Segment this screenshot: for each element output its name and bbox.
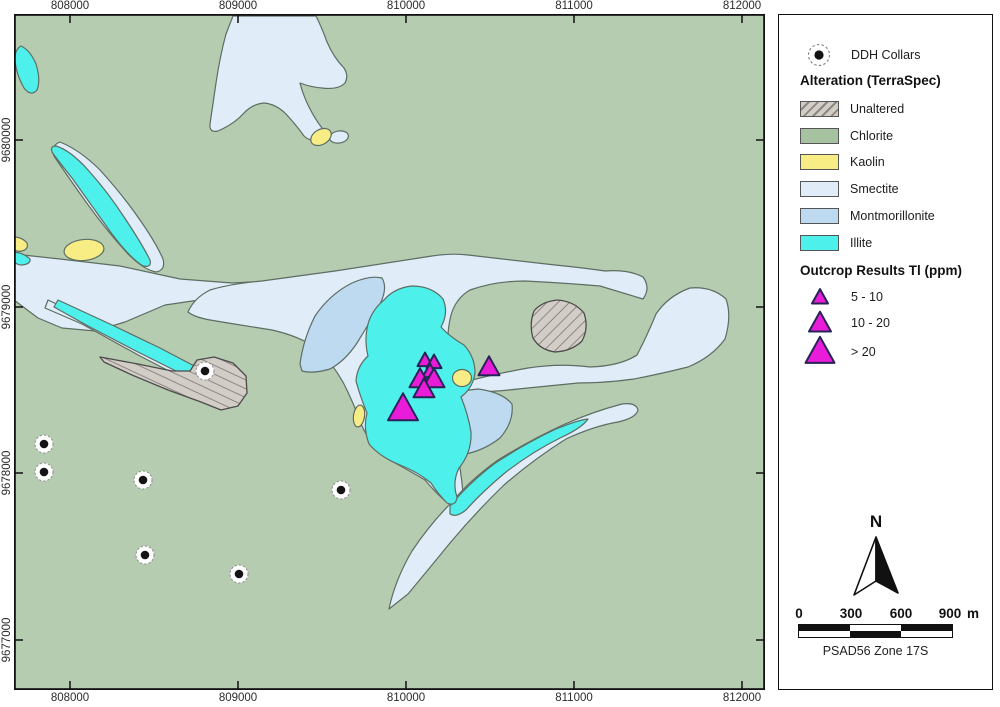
scalebar-segment bbox=[799, 625, 850, 631]
ddh-collar bbox=[133, 470, 153, 490]
projection-label: PSAD56 Zone 17S bbox=[822, 644, 929, 658]
x-axis-tick-label-top: 808000 bbox=[50, 0, 90, 12]
ddh-collar bbox=[195, 361, 215, 381]
map-frame bbox=[14, 14, 765, 690]
ddh-collar bbox=[135, 545, 155, 565]
scalebar-distance-label: 0 bbox=[795, 606, 803, 621]
north-arrow-icon bbox=[853, 536, 899, 596]
legend-panel: DDH Collars Alteration (TerraSpec) Unalt… bbox=[778, 14, 993, 690]
smectite-polygon bbox=[465, 287, 730, 393]
ddh-collar bbox=[229, 564, 249, 584]
legend-item-tl-medium: 10 - 20 bbox=[803, 306, 890, 340]
y-axis-tick-label: 9678000 bbox=[1, 450, 13, 496]
montmorillonite-label: Montmorillonite bbox=[850, 208, 935, 223]
kaolin-label: Kaolin bbox=[850, 155, 885, 170]
legend-item-illite: Illite bbox=[800, 234, 873, 251]
legend-item-smectite: Smectite bbox=[800, 181, 899, 198]
tl-range-label: 5 - 10 bbox=[851, 290, 883, 304]
unaltered-label: Unaltered bbox=[850, 102, 905, 116]
scalebar-segment bbox=[850, 631, 901, 637]
scalebar-distance-label: 600 bbox=[889, 606, 913, 621]
map-border bbox=[14, 14, 765, 690]
kaolin-polygon bbox=[310, 127, 332, 147]
x-axis-tick-label-bottom: 809000 bbox=[218, 692, 258, 704]
smectite-swatch bbox=[800, 181, 839, 198]
scalebar-distance-label: 900 bbox=[938, 606, 962, 621]
outcrop-sample-triangle-medium bbox=[477, 355, 501, 377]
ddh-collar bbox=[331, 480, 351, 500]
outcrop-sample-triangle-large bbox=[387, 392, 419, 422]
kaolin-polygon bbox=[451, 368, 473, 388]
unaltered-polygon bbox=[530, 299, 587, 353]
scalebar-distance-label: 300 bbox=[839, 606, 863, 621]
chlorite-label: Chlorite bbox=[850, 128, 894, 143]
legend-item-chlorite: Chlorite bbox=[800, 127, 894, 144]
kaolin-polygon bbox=[14, 236, 29, 252]
x-axis-tick-label-top: 812000 bbox=[722, 0, 762, 12]
outcrop-triangle-icon-medium bbox=[808, 310, 832, 333]
scalebar-segment bbox=[850, 625, 901, 631]
legend-item-ddh-collars: DDH Collars bbox=[806, 42, 920, 68]
x-axis-tick-label-top: 809000 bbox=[218, 0, 258, 12]
x-axis-tick-label-bottom: 808000 bbox=[50, 692, 90, 704]
x-axis-tick-label-top: 811000 bbox=[555, 0, 593, 12]
outcrop-legend-title: Outcrop Results Tl (ppm) bbox=[800, 263, 962, 278]
illite-polygon bbox=[50, 145, 151, 267]
smectite-polygon bbox=[388, 403, 639, 610]
unaltered-swatch bbox=[800, 101, 839, 117]
legend-item-kaolin: Kaolin bbox=[800, 154, 885, 171]
alteration-map bbox=[14, 14, 765, 690]
north-label: N bbox=[869, 512, 883, 531]
smectite-label: Smectite bbox=[850, 182, 899, 197]
y-axis-tick-label: 9680000 bbox=[1, 117, 13, 163]
axis-tick-marks bbox=[15, 15, 764, 689]
legend-item-tl-small: 5 - 10 bbox=[803, 280, 883, 314]
kaolin-polygon bbox=[63, 238, 105, 262]
illite-label: Illite bbox=[850, 235, 873, 250]
ddh-collar bbox=[34, 434, 54, 454]
legend-item-tl-large: > 20 bbox=[803, 335, 876, 369]
scalebar-unit-label: m bbox=[967, 606, 980, 621]
scalebar-segment bbox=[901, 625, 952, 631]
y-axis-tick-label: 9677000 bbox=[1, 617, 13, 663]
ddh-collar-icon bbox=[807, 43, 831, 67]
scalebar bbox=[798, 624, 953, 638]
scalebar-segment bbox=[799, 631, 850, 637]
outcrop-sample-triangle-medium bbox=[422, 367, 446, 389]
outcrop-sample-markers bbox=[387, 351, 501, 422]
outcrop-triangle-icon-small bbox=[811, 288, 829, 305]
illite-polygon bbox=[14, 251, 31, 266]
illite-polygon bbox=[449, 418, 589, 516]
montmorillonite-polygon bbox=[299, 276, 386, 373]
outcrop-sample-triangle-medium bbox=[412, 377, 436, 399]
tl-range-label: 10 - 20 bbox=[851, 316, 890, 330]
scalebar-segment bbox=[901, 631, 952, 637]
y-axis-tick-label: 9679000 bbox=[1, 284, 13, 330]
x-axis-tick-label-top: 810000 bbox=[386, 0, 426, 12]
ddh-collar-markers bbox=[34, 361, 351, 584]
legend-item-montmorillonite: Montmorillonite bbox=[800, 207, 935, 224]
x-axis-tick-label-bottom: 810000 bbox=[386, 692, 426, 704]
kaolin-polygon bbox=[352, 404, 366, 428]
outcrop-triangle-icon-large bbox=[804, 335, 836, 364]
alteration-legend-title: Alteration (TerraSpec) bbox=[800, 73, 941, 88]
ddh-collars-label: DDH Collars bbox=[851, 48, 921, 62]
legend-item-unaltered: Unaltered bbox=[800, 101, 904, 117]
x-axis-tick-label-bottom: 811000 bbox=[555, 692, 593, 704]
illite-swatch bbox=[800, 234, 839, 251]
montmorillonite-swatch bbox=[800, 207, 839, 224]
chlorite-swatch bbox=[800, 127, 839, 144]
tl-range-label: > 20 bbox=[851, 345, 876, 359]
ddh-collar bbox=[34, 462, 54, 482]
x-axis-tick-label-bottom: 812000 bbox=[722, 692, 762, 704]
kaolin-swatch bbox=[800, 154, 839, 171]
